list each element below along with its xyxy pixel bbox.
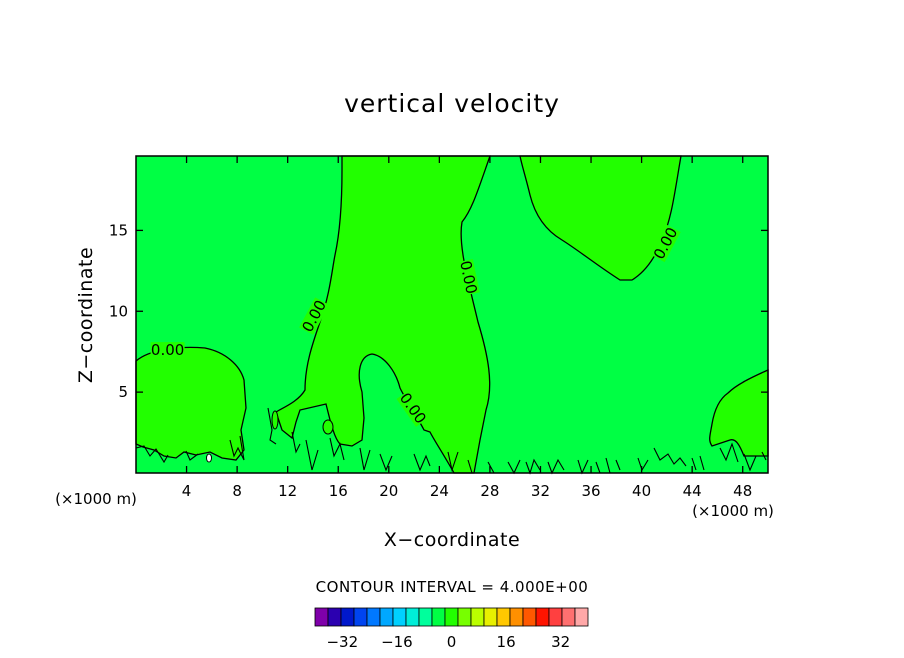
x-tick-label: 8	[232, 482, 242, 500]
colorbar-swatch	[366, 607, 381, 627]
colorbar-swatch	[522, 607, 537, 627]
colorbar-swatch	[353, 607, 368, 627]
plot-frame	[135, 155, 769, 474]
x-tick-label: 4	[182, 482, 192, 500]
upward-region-bottom-right	[709, 368, 769, 457]
y-axis-label: Z−coordinate	[75, 247, 97, 383]
x-tick-label: 20	[379, 482, 398, 500]
colorbar-swatch	[574, 607, 589, 627]
colorbar-swatch	[457, 607, 472, 627]
colorbar-swatch	[470, 607, 485, 627]
colorbar-swatch	[392, 607, 407, 627]
colorbar-tick-label: −32	[326, 633, 358, 651]
y-axis-ticks: 5 10 15	[109, 221, 768, 401]
colorbar-swatch	[444, 607, 459, 627]
colorbar-swatch	[340, 607, 355, 627]
chart-title: vertical velocity	[344, 89, 560, 118]
x-tick-label: 36	[581, 482, 600, 500]
x-tick-label: 40	[632, 482, 651, 500]
x-tick-label: 48	[733, 482, 752, 500]
colorbar-swatch	[431, 607, 446, 627]
colorbar-swatch	[496, 607, 511, 627]
x-axis-label: X−coordinate	[384, 529, 520, 551]
colorbar-swatch	[405, 607, 420, 627]
colorbar-swatch	[379, 607, 394, 627]
upward-region-top-right	[519, 155, 682, 281]
x-tick-label: 44	[683, 482, 702, 500]
small-closed-contour	[271, 410, 279, 430]
x-unit-left: (×1000 m)	[55, 490, 137, 508]
x-unit-right: (×1000 m)	[692, 502, 774, 520]
colorbar-swatch	[509, 607, 524, 627]
colorbar-tick-label: −16	[381, 633, 413, 651]
colorbar-swatch	[483, 607, 498, 627]
contour-label: 0.00	[150, 341, 185, 359]
x-tick-label: 24	[430, 482, 449, 500]
upward-region-left	[135, 346, 247, 461]
y-tick-label: 15	[109, 221, 128, 239]
small-closed-contour	[206, 453, 212, 463]
contour-interval-text: CONTOUR INTERVAL = 4.000E+00	[316, 578, 589, 596]
x-tick-label: 12	[278, 482, 297, 500]
colorbar-swatch	[561, 607, 576, 627]
y-tick-label: 5	[118, 383, 128, 401]
colorbar-tick-label: 32	[551, 633, 570, 651]
colorbar-swatch	[418, 607, 433, 627]
colorbar-tick-label: 16	[497, 633, 516, 651]
colorbar-swatch	[548, 607, 563, 627]
low-level-contours	[135, 407, 767, 475]
x-axis-ticks: 4 8 12 16 20 24 28 32 36 40 44 48	[182, 156, 752, 500]
colorbar-swatch	[535, 607, 550, 627]
x-tick-label: 16	[329, 482, 348, 500]
contour-label-text: 0.00	[151, 341, 184, 359]
plot-area: 0.000.000.000.000.00	[135, 155, 769, 475]
y-tick-label: 10	[109, 302, 128, 320]
x-tick-label: 32	[531, 482, 550, 500]
colorbar-swatch	[314, 607, 329, 627]
small-closed-contour	[322, 419, 334, 435]
colorbar: −32 −16 0 16 32	[314, 607, 589, 651]
colorbar-tick-label: 0	[447, 633, 457, 651]
x-tick-label: 28	[480, 482, 499, 500]
colorbar-swatch	[327, 607, 342, 627]
